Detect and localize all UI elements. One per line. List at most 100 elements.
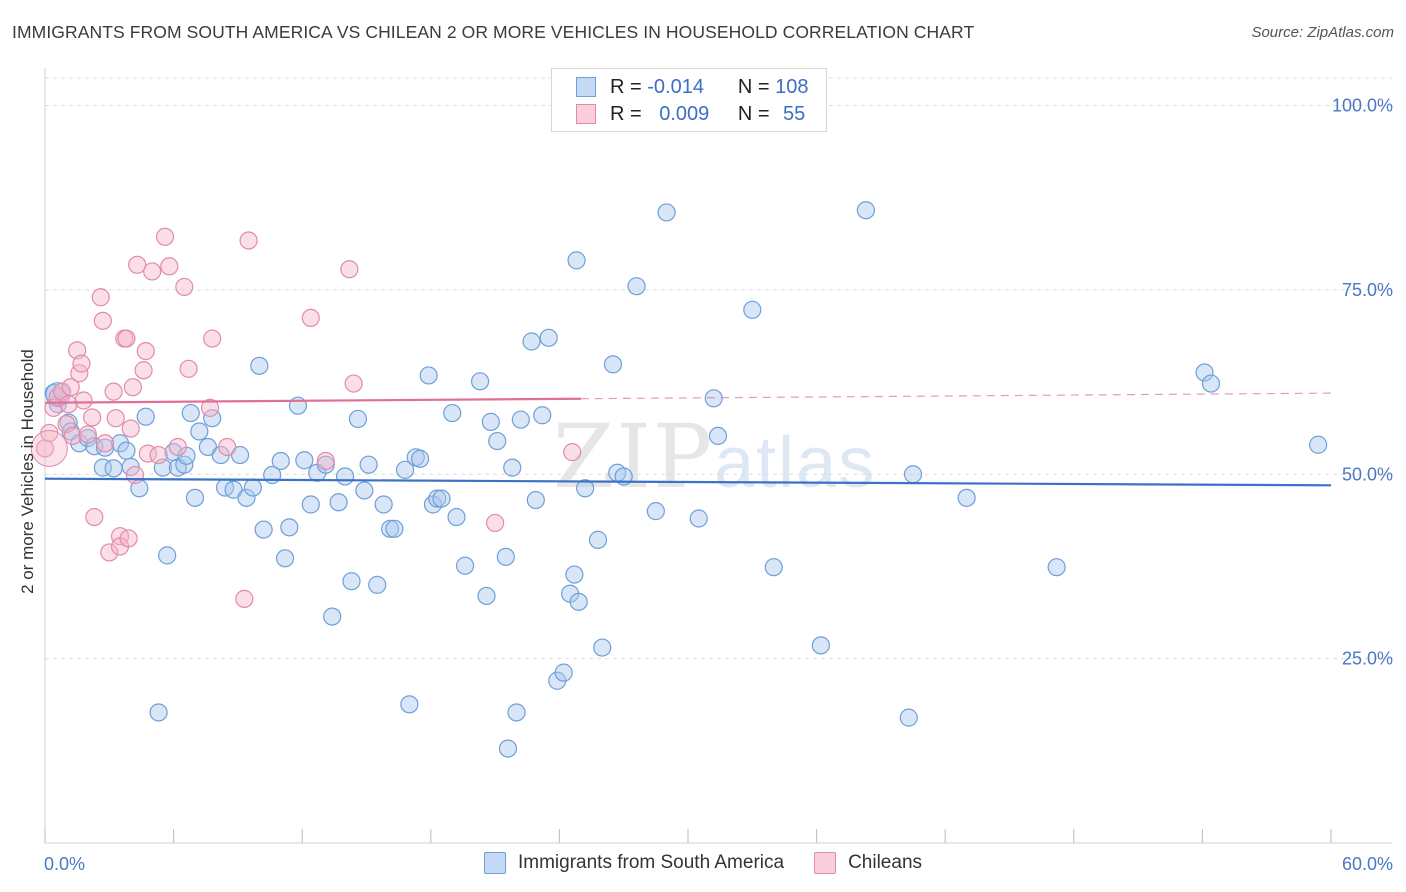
data-point (254, 520, 273, 539)
data-point (121, 457, 140, 476)
y-tick-label: 50.0% (1342, 464, 1393, 484)
data-point (104, 382, 123, 401)
watermark-atlas: atlas (714, 423, 877, 503)
legend-swatch-pink (576, 104, 596, 124)
data-point (168, 437, 187, 457)
data-point (593, 638, 612, 657)
data-point (335, 467, 355, 486)
data-point (380, 519, 400, 538)
data-point (477, 586, 496, 606)
data-point (230, 445, 250, 465)
legend-swatch-blue (576, 77, 596, 97)
data-point (565, 565, 584, 584)
legend-label-immigrants: Immigrants from South America (517, 852, 785, 873)
data-point (903, 465, 923, 484)
grid-lines (45, 77, 1392, 660)
data-point (507, 703, 526, 722)
data-point (203, 329, 222, 348)
data-point (646, 502, 665, 521)
data-point (348, 409, 368, 429)
data-point (567, 251, 586, 270)
legend-swatch-pink (814, 852, 837, 874)
data-point (323, 607, 342, 626)
data-point (198, 437, 217, 457)
data-point (385, 519, 404, 538)
data-point (1047, 558, 1066, 577)
data-point (486, 513, 505, 533)
data-point (185, 488, 205, 507)
data-point (340, 260, 359, 279)
data-point (588, 530, 608, 549)
data-point (359, 455, 378, 474)
data-point (764, 558, 783, 577)
data-point (110, 434, 130, 453)
data-point (119, 529, 138, 548)
series-chileans (30, 227, 582, 608)
data-point (91, 288, 110, 307)
series-legend: Immigrants from South America Chileans (0, 852, 1406, 874)
data-point (59, 395, 78, 414)
data-point (57, 415, 76, 434)
data-point (61, 378, 80, 397)
axis-labels: 25.0% 50.0% 75.0% 100.0% 0.0% 60.0% 2 or more … (18, 96, 1393, 875)
data-point (280, 518, 299, 537)
data-point (743, 300, 762, 319)
data-point (511, 410, 530, 429)
data-point (355, 481, 374, 500)
data-point (117, 329, 136, 348)
data-point (603, 355, 623, 374)
data-point (432, 489, 451, 508)
x-tick-label-max: 60.0% (1342, 854, 1393, 874)
data-point (63, 426, 82, 445)
legend-n-value: 55 (783, 102, 806, 125)
data-point (158, 546, 177, 565)
x-tick-label-min: 0.0% (44, 854, 85, 874)
trend-line-immigrants (44, 477, 1332, 487)
trend-line-chileans (44, 397, 581, 404)
legend-row-immigrants: R = -0.014 N = 108 (576, 74, 809, 100)
legend-n-label: N = (737, 75, 770, 98)
data-point (443, 403, 462, 423)
data-point (569, 592, 588, 611)
data-point (125, 465, 145, 485)
y-tick-label: 75.0% (1342, 280, 1393, 300)
data-point (134, 361, 153, 380)
data-point (329, 493, 348, 512)
data-point (447, 507, 466, 527)
data-point (160, 257, 179, 276)
data-point (224, 480, 243, 499)
data-point (455, 556, 475, 575)
legend-label-chileans: Chileans (848, 852, 923, 873)
data-point (526, 490, 545, 510)
data-point (1309, 435, 1328, 454)
data-point (708, 426, 728, 445)
data-point (175, 455, 194, 474)
data-point (74, 391, 93, 410)
legend-r-label: R = (610, 75, 642, 98)
legend-r-value: -0.014 (647, 75, 704, 98)
correlation-legend: R = -0.014 N = 108 R = 0.009 N = 55 (551, 68, 827, 132)
data-point (190, 422, 209, 441)
data-point (470, 372, 490, 391)
data-point (72, 354, 91, 373)
data-point (368, 575, 387, 594)
data-point (250, 356, 269, 375)
axes (44, 68, 1392, 844)
data-point (533, 406, 552, 425)
y-tick-label: 25.0% (1342, 649, 1393, 669)
data-point (410, 449, 430, 468)
data-point (374, 495, 393, 514)
source-credit: Source: ZipAtlas.com (1251, 24, 1394, 41)
data-point (344, 374, 363, 393)
chart-title: IMMIGRANTS FROM SOUTH AMERICA VS CHILEAN… (12, 22, 975, 42)
data-point (95, 438, 115, 457)
data-point (627, 277, 646, 296)
data-point (104, 459, 123, 478)
y-axis-title: 2 or more Vehicles in Household (18, 349, 37, 594)
data-point (123, 378, 142, 397)
data-point (481, 412, 500, 431)
data-point (179, 359, 198, 378)
data-point (237, 488, 256, 507)
data-point (419, 366, 438, 385)
data-point (235, 589, 254, 608)
